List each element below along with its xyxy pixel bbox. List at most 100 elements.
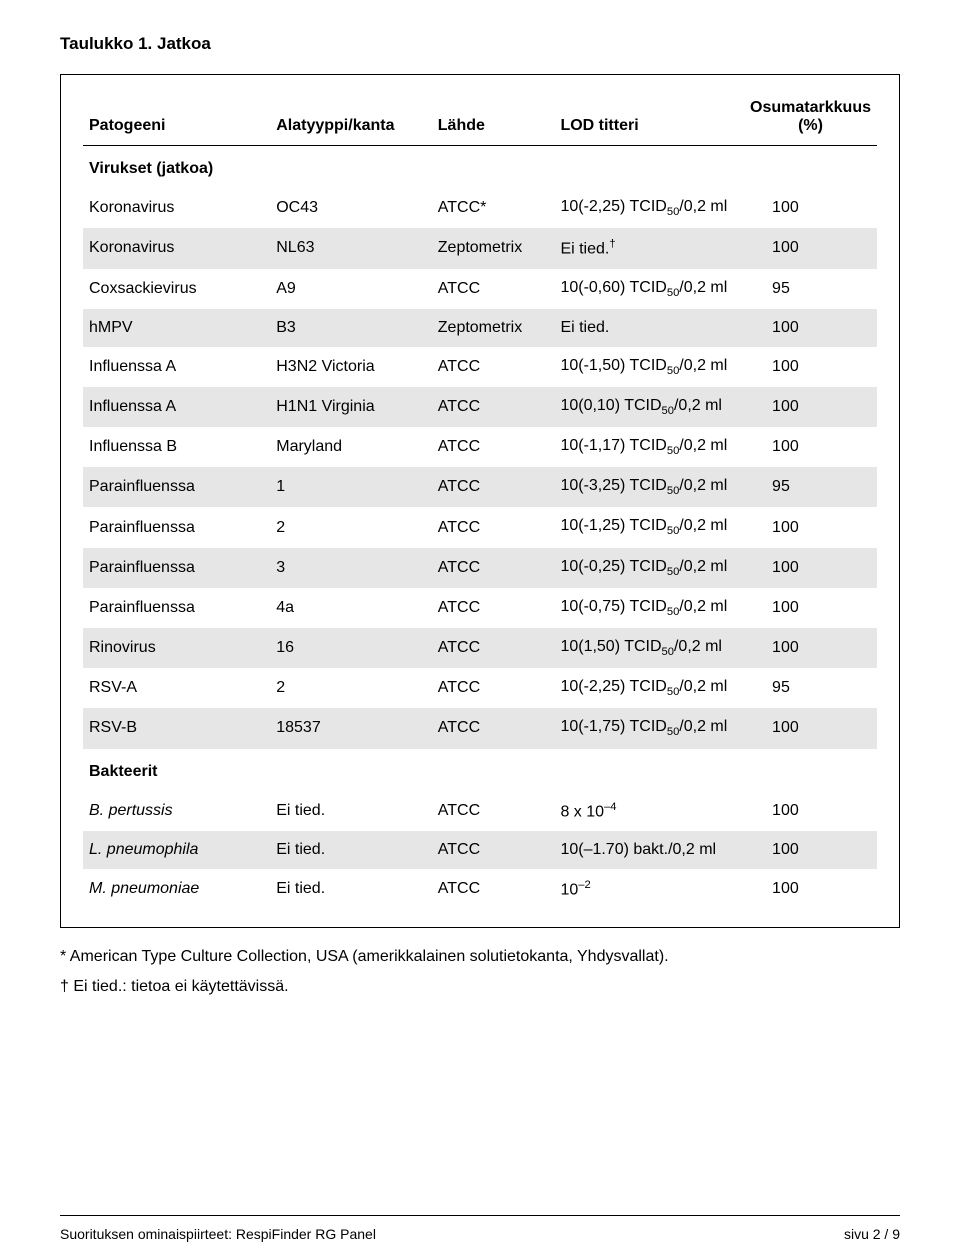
cell-source: ATCC [432,869,555,909]
cell-lod: 10(-3,25) TCID50/0,2 ml [554,467,744,507]
cell-accuracy: 100 [744,628,877,668]
cell-subtype: Ei tied. [270,791,432,831]
cell-pathogen: L. pneumophila [83,831,270,869]
cell-subtype: NL63 [270,228,432,268]
pathogen-table: Patogeeni Alatyyppi/kanta Lähde LOD titt… [83,95,877,909]
cell-lod: Ei tied.† [554,228,744,268]
footnote-2: † Ei tied.: tietoa ei käytettävissä. [60,974,900,1000]
table-row: Parainfluenssa3ATCC10(-0,25) TCID50/0,2 … [83,548,877,588]
table-row: KoronavirusNL63ZeptometrixEi tied.†100 [83,228,877,268]
cell-lod: 10(-0,25) TCID50/0,2 ml [554,548,744,588]
cell-source: ATCC [432,831,555,869]
cell-lod: 10(-2,25) TCID50/0,2 ml [554,188,744,228]
cell-pathogen: Parainfluenssa [83,507,270,547]
cell-source: Zeptometrix [432,309,555,347]
section-bacteria: Bakteerit [83,749,877,791]
footer-divider [60,1215,900,1216]
cell-accuracy: 100 [744,588,877,628]
cell-subtype: A9 [270,269,432,309]
cell-subtype: 2 [270,668,432,708]
cell-source: ATCC [432,548,555,588]
cell-accuracy: 100 [744,507,877,547]
cell-source: ATCC [432,387,555,427]
cell-source: ATCC [432,427,555,467]
cell-subtype: B3 [270,309,432,347]
cell-lod: 10(-0,60) TCID50/0,2 ml [554,269,744,309]
cell-pathogen: Koronavirus [83,228,270,268]
cell-subtype: 1 [270,467,432,507]
cell-pathogen: Rinovirus [83,628,270,668]
cell-subtype: 16 [270,628,432,668]
cell-subtype: Ei tied. [270,831,432,869]
cell-accuracy: 95 [744,467,877,507]
cell-subtype: 2 [270,507,432,547]
cell-lod: 10(-1,17) TCID50/0,2 ml [554,427,744,467]
cell-subtype: Ei tied. [270,869,432,909]
cell-pathogen: B. pertussis [83,791,270,831]
table-row: Influenssa BMarylandATCC10(-1,17) TCID50… [83,427,877,467]
cell-source: ATCC [432,668,555,708]
table-row: KoronavirusOC43ATCC*10(-2,25) TCID50/0,2… [83,188,877,228]
cell-lod: 10(-0,75) TCID50/0,2 ml [554,588,744,628]
cell-lod: 10(-1,75) TCID50/0,2 ml [554,708,744,748]
cell-pathogen: Influenssa B [83,427,270,467]
table-row: hMPVB3ZeptometrixEi tied.100 [83,309,877,347]
cell-subtype: OC43 [270,188,432,228]
cell-source: ATCC [432,791,555,831]
cell-accuracy: 100 [744,708,877,748]
header-lod: LOD titteri [554,95,744,146]
cell-source: ATCC [432,269,555,309]
cell-subtype: 4a [270,588,432,628]
table-row: Parainfluenssa1ATCC10(-3,25) TCID50/0,2 … [83,467,877,507]
cell-lod: 10(1,50) TCID50/0,2 ml [554,628,744,668]
cell-pathogen: hMPV [83,309,270,347]
cell-subtype: 18537 [270,708,432,748]
header-accuracy-line1: Osumatarkkuus [750,99,871,117]
cell-pathogen: M. pneumoniae [83,869,270,909]
footnotes: * American Type Culture Collection, USA … [60,944,900,999]
cell-lod: 10(-2,25) TCID50/0,2 ml [554,668,744,708]
footnote-1: * American Type Culture Collection, USA … [60,944,900,970]
cell-subtype: 3 [270,548,432,588]
cell-source: ATCC [432,467,555,507]
cell-lod: Ei tied. [554,309,744,347]
table-title: Taulukko 1. Jatkoa [60,34,900,54]
cell-accuracy: 100 [744,548,877,588]
table-row: RSV-A2ATCC10(-2,25) TCID50/0,2 ml95 [83,668,877,708]
section-viruses-label: Virukset (jatkoa) [83,146,877,189]
cell-pathogen: Influenssa A [83,387,270,427]
table-row: M. pneumoniaeEi tied.ATCC10–2100 [83,869,877,909]
cell-source: ATCC [432,628,555,668]
header-accuracy: Osumatarkkuus (%) [744,95,877,146]
table-header-row: Patogeeni Alatyyppi/kanta Lähde LOD titt… [83,95,877,146]
cell-source: ATCC [432,347,555,387]
section-viruses: Virukset (jatkoa) [83,146,877,189]
cell-accuracy: 100 [744,309,877,347]
cell-accuracy: 100 [744,188,877,228]
cell-accuracy: 100 [744,347,877,387]
table-row: RSV-B18537ATCC10(-1,75) TCID50/0,2 ml100 [83,708,877,748]
cell-pathogen: Parainfluenssa [83,467,270,507]
cell-lod: 8 x 10–4 [554,791,744,831]
cell-pathogen: Parainfluenssa [83,548,270,588]
table-row: L. pneumophilaEi tied.ATCC10(–1.70) bakt… [83,831,877,869]
cell-pathogen: Coxsackievirus [83,269,270,309]
cell-lod: 10(-1,50) TCID50/0,2 ml [554,347,744,387]
cell-pathogen: Influenssa A [83,347,270,387]
section-bacteria-label: Bakteerit [83,749,877,791]
cell-accuracy: 100 [744,869,877,909]
header-source: Lähde [432,95,555,146]
footer-left: Suorituksen ominaispiirteet: RespiFinder… [60,1226,376,1242]
table-container: Patogeeni Alatyyppi/kanta Lähde LOD titt… [60,74,900,928]
cell-accuracy: 100 [744,387,877,427]
table-row: B. pertussisEi tied.ATCC8 x 10–4100 [83,791,877,831]
table-body: Virukset (jatkoa)KoronavirusOC43ATCC*10(… [83,146,877,910]
cell-pathogen: RSV-A [83,668,270,708]
header-pathogen: Patogeeni [83,95,270,146]
cell-source: ATCC [432,507,555,547]
table-row: Parainfluenssa2ATCC10(-1,25) TCID50/0,2 … [83,507,877,547]
table-row: Parainfluenssa4aATCC10(-0,75) TCID50/0,2… [83,588,877,628]
cell-lod: 10(–1.70) bakt./0,2 ml [554,831,744,869]
cell-lod: 10(-1,25) TCID50/0,2 ml [554,507,744,547]
cell-source: Zeptometrix [432,228,555,268]
